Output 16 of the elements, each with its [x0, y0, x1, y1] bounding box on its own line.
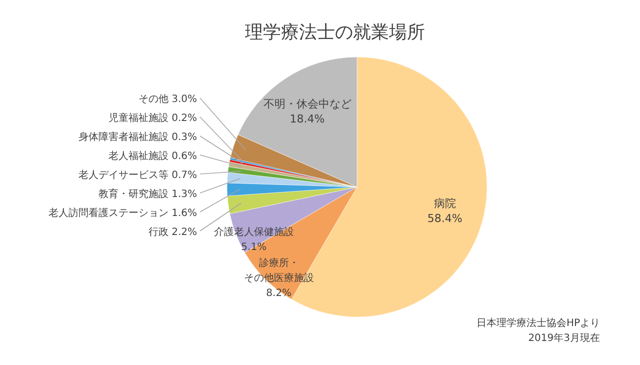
slice-label: 児童福祉施設 0.2%	[108, 112, 197, 124]
slice-label: 老人福祉施設 0.6%	[108, 150, 197, 162]
slice-label: 身体障害者福祉施設 0.3%	[78, 131, 197, 143]
data-label: 18.4%	[290, 112, 325, 126]
text: 日本理学療法士協会HPより	[476, 317, 600, 329]
slice-label: 行政 2.2%	[148, 227, 197, 238]
slice-label: その他 3.0%	[138, 93, 197, 105]
slice-label: 病院	[434, 197, 456, 210]
slice-label: 教育・研究施設 1.3%	[98, 188, 197, 200]
slice-label: 老人デイサービス等 0.7%	[78, 169, 197, 181]
text: 2019年3月現在	[528, 332, 600, 344]
data-label: 58.4%	[427, 212, 462, 226]
slice-label: 診療所・その他医療施設	[244, 257, 314, 284]
slice-label: 不明・休会中など	[263, 97, 352, 110]
chart-title: 理学療法士の就業場所	[245, 22, 425, 43]
slice-label: 老人訪問看護ステーション 1.6%	[48, 207, 197, 219]
